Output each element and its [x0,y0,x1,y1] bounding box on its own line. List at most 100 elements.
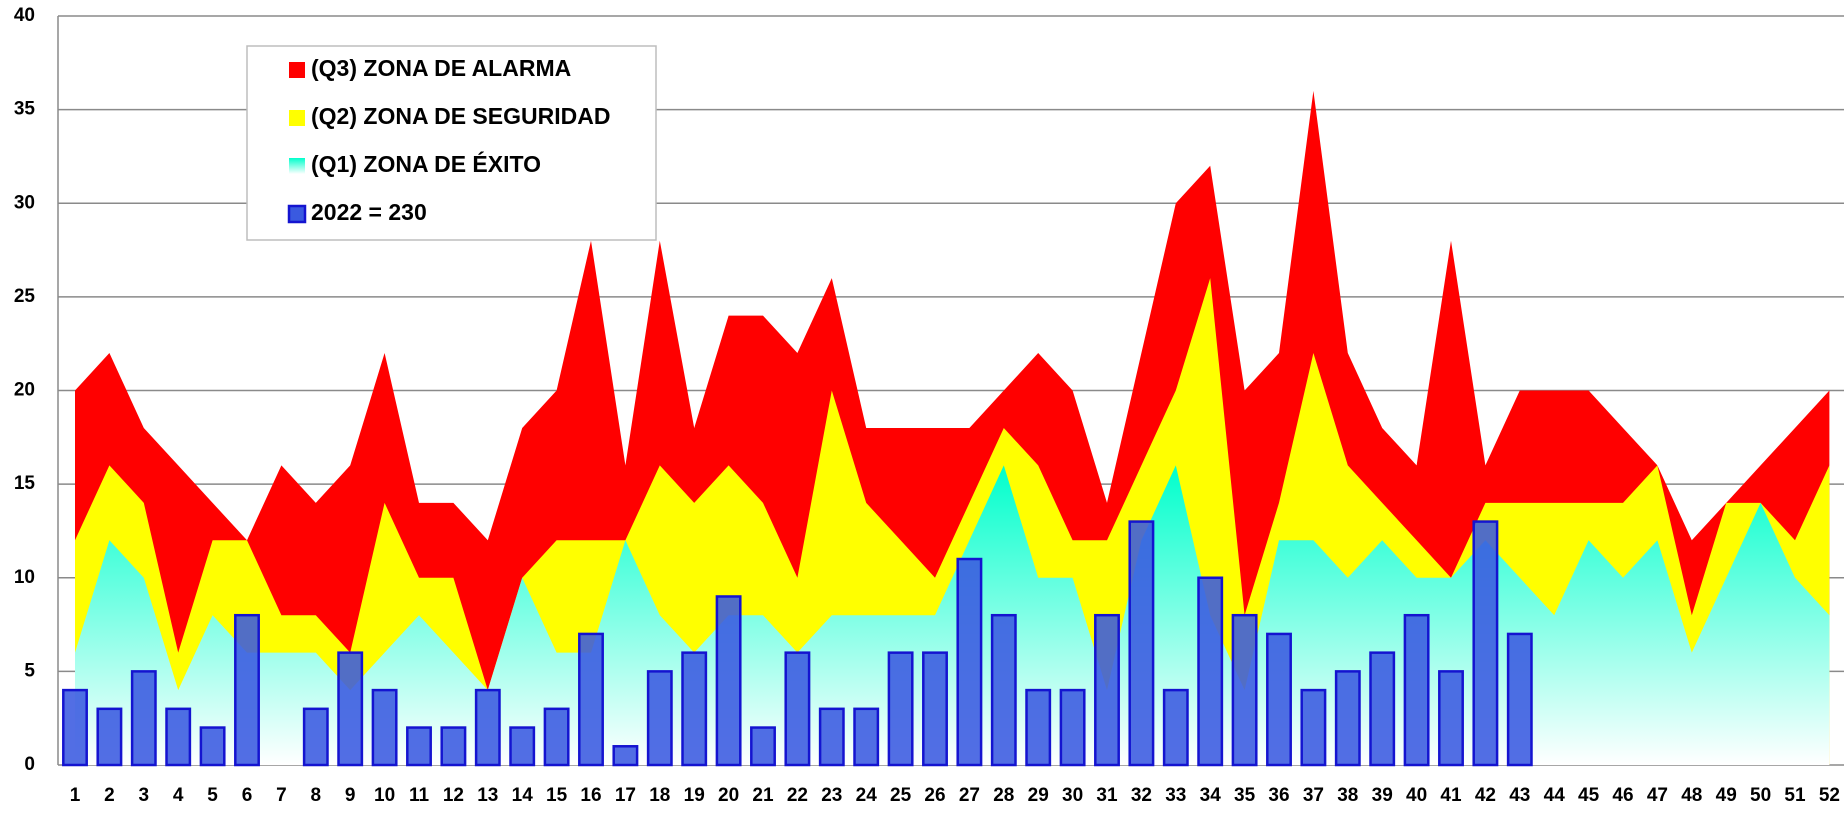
x-tick-label: 20 [718,785,739,806]
x-tick-label: 50 [1750,785,1771,806]
y-tick-label: 0 [24,754,35,775]
bar [337,651,364,767]
bar [1300,688,1327,767]
x-tick-label: 39 [1372,785,1393,806]
x-tick-label: 6 [242,785,253,806]
bar [715,595,742,767]
x-tick-label: 41 [1440,785,1462,806]
bar [1266,632,1292,767]
x-tick-label: 46 [1612,785,1633,806]
bar [543,707,570,767]
bar [612,745,639,767]
x-tick-label: 21 [752,785,774,806]
bar [990,613,1017,767]
bar [509,726,536,767]
bar [234,613,260,767]
legend-swatch [289,110,305,126]
bar [474,688,501,767]
x-tick-label: 4 [173,785,184,806]
bar [165,707,192,767]
x-tick-label: 42 [1475,785,1496,806]
y-tick-label: 5 [24,660,35,681]
bar [853,707,880,767]
x-tick-label: 52 [1819,785,1840,806]
x-tick-label: 9 [345,785,356,806]
x-tick-label: 1 [70,785,81,806]
x-tick-label: 26 [924,785,945,806]
bar [1403,613,1430,767]
x-tick-label: 5 [207,785,218,806]
x-tick-label: 35 [1234,785,1256,806]
bar [1025,688,1052,767]
y-tick-label: 15 [14,473,36,494]
bar [1197,576,1224,767]
x-tick-label: 34 [1200,785,1222,806]
bar [646,670,673,767]
x-tick-label: 37 [1303,785,1324,806]
y-tick-label: 40 [14,5,35,26]
x-tick-label: 51 [1784,785,1806,806]
x-tick-label: 22 [787,785,808,806]
x-tick-label: 12 [443,785,464,806]
bar [199,726,226,767]
x-tick-label: 40 [1406,785,1427,806]
bar [1094,613,1120,767]
x-tick-label: 10 [374,785,395,806]
bar [96,707,123,767]
bar [1231,613,1258,767]
legend-swatch [287,204,307,224]
bar [371,688,398,767]
bar [681,651,708,767]
legend-swatch [289,62,305,78]
bar [784,651,811,767]
bar [1128,520,1155,767]
x-tick-label: 24 [856,785,878,806]
x-tick-label: 45 [1578,785,1600,806]
bar [406,726,432,767]
x-tick-label: 44 [1544,785,1566,806]
x-tick-label: 38 [1337,785,1358,806]
bar [750,726,776,767]
x-tick-label: 3 [139,785,150,806]
bar [1506,632,1533,767]
y-tick-label: 25 [14,286,36,307]
bar [1059,688,1086,767]
x-tick-label: 19 [684,785,705,806]
x-tick-label: 33 [1165,785,1186,806]
bar [440,726,467,767]
x-tick-label: 15 [546,785,568,806]
legend-box [246,45,657,241]
x-tick-label: 32 [1131,785,1152,806]
x-tick-label: 11 [409,785,430,806]
y-tick-label: 20 [14,380,35,401]
bar [887,651,914,767]
y-tick-label: 35 [14,99,36,120]
x-tick-label: 13 [477,785,498,806]
legend-label: (Q1) ZONA DE ÉXITO [311,150,541,177]
x-tick-label: 36 [1268,785,1289,806]
bar [62,688,88,767]
x-tick-label: 23 [821,785,842,806]
x-tick-label: 27 [959,785,980,806]
x-tick-label: 14 [512,785,534,806]
x-tick-label: 30 [1062,785,1083,806]
x-tick-label: 2 [104,785,115,806]
x-tick-label: 25 [890,785,912,806]
y-tick-label: 10 [14,567,35,588]
bar [1438,670,1464,767]
x-tick-label: 7 [276,785,287,806]
x-tick-label: 48 [1681,785,1702,806]
bar [1162,688,1189,767]
bar [922,651,948,767]
x-tick-label: 49 [1716,785,1737,806]
bar [1472,520,1499,767]
legend-label: 2022 = 230 [311,199,427,225]
bar [578,632,604,767]
x-tick-label: 47 [1647,785,1668,806]
y-tick-label: 30 [14,192,35,213]
bar [1334,670,1361,767]
bar [818,707,845,767]
x-tick-label: 16 [580,785,601,806]
bar [1369,651,1396,767]
x-tick-label: 43 [1509,785,1530,806]
